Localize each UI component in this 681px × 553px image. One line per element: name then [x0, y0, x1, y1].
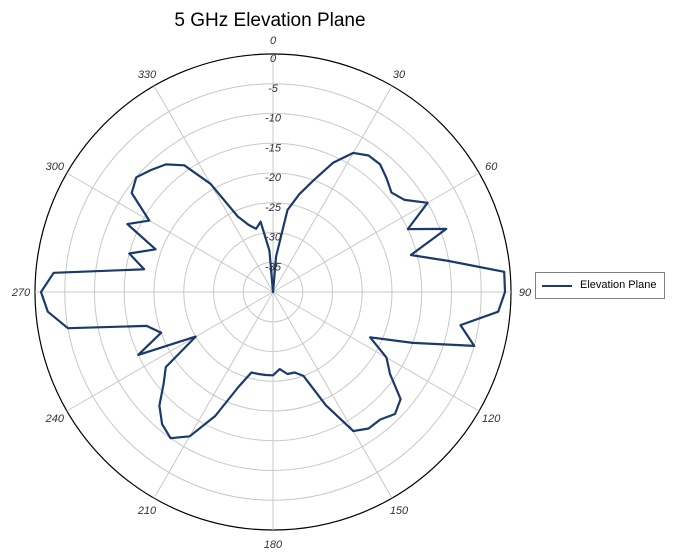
angle-tick-label: 150	[390, 505, 409, 517]
grid-spoke	[272, 172, 480, 293]
angle-tick-label: 210	[137, 505, 157, 517]
angle-tick-label: 270	[11, 287, 31, 299]
angle-tick-label: 0	[270, 35, 277, 47]
legend-label: Elevation Plane	[580, 279, 657, 291]
angle-tick-label: 300	[46, 161, 65, 173]
grid-spoke	[66, 172, 274, 293]
angle-tick-label: 240	[45, 413, 65, 425]
radial-tick-label: -35	[265, 261, 282, 273]
grid-spoke	[272, 291, 480, 412]
grid-spoke	[153, 291, 274, 499]
angle-tick-label: 120	[482, 413, 501, 425]
chart-title: 5 GHz Elevation Plane	[174, 10, 366, 31]
angle-tick-label: 90	[519, 287, 532, 299]
tick-labels: 0 30 60 90 120 150 180 210 240 270 300 330 0 -5 -10 -15…	[11, 35, 532, 551]
legend-swatch	[542, 285, 572, 287]
angle-tick-label: 330	[138, 69, 157, 81]
legend: Elevation Plane	[535, 272, 665, 299]
radial-tick-label: -15	[265, 142, 282, 154]
grid-spoke	[272, 291, 393, 499]
radial-tick-label: -20	[265, 172, 282, 184]
grid-spoke	[272, 85, 393, 293]
polar-grid	[34, 53, 512, 531]
series-layer	[39, 151, 507, 440]
angle-tick-label: 60	[485, 161, 498, 173]
radial-tick-label: 0	[270, 53, 277, 65]
radial-tick-label: -10	[265, 113, 282, 125]
radial-tick-label: -30	[265, 232, 282, 244]
series-line	[39, 151, 507, 440]
grid-spoke	[66, 291, 274, 412]
angle-tick-label: 180	[264, 539, 283, 551]
angle-tick-label: 30	[393, 69, 406, 81]
radial-tick-label: -5	[268, 83, 279, 95]
radial-tick-label: -25	[265, 202, 282, 214]
